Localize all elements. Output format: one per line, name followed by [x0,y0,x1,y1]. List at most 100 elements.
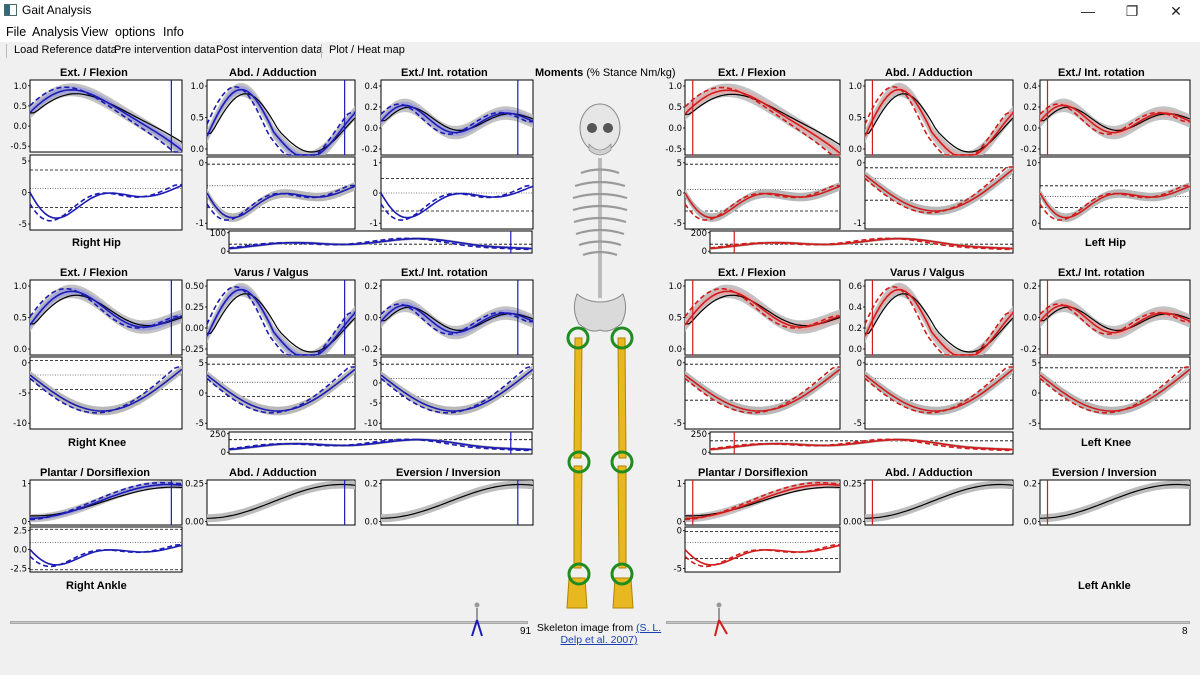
right-knee-joint-marker[interactable] [567,450,591,474]
load-reference-data-button[interactable]: Load Reference data [14,44,117,56]
l-knee-flex-tick-label: 0.0 [668,345,682,355]
r-ankle-ev-tick-label: 0.0 [364,517,378,527]
l-knee-var-mom-difference-area [865,365,1013,416]
l-hip-abd-mom-tick-label: -1 [854,219,862,229]
r-hip-flex-tick-label: 1.0 [13,82,27,92]
r-ankle-pl-mom-tick-label: -2.5 [10,564,27,574]
r-knee-flex-tick-label: 0.0 [13,345,27,355]
minimize-button[interactable]: — [1081,3,1095,19]
l-knee-rot-mom-tick-label: -5 [1029,419,1037,429]
close-button[interactable]: ✕ [1170,3,1182,19]
r-knee-flex-mom-post-line [29,368,183,412]
plot-heat-map-button[interactable]: Plot / Heat map [329,44,405,56]
r-hip-rot-mom-tick-label: 0 [373,189,378,199]
app-icon [4,4,17,16]
r-hip-flex-tick-label: -0.5 [10,142,27,152]
right-time-slider[interactable] [10,621,528,624]
l-knee-flex-mom-post-line [684,368,841,412]
r-knee-flex-mom-difference-area [30,365,182,416]
r-hip-strip-tick-label: 0 [221,247,226,257]
r-hip-flex-subject-band [30,86,182,152]
r-ankle-pl-pre-line [29,481,182,521]
legs-icon [566,337,634,609]
r-knee-strip-tick-label: 250 [210,430,226,440]
left-ankle-joint-marker[interactable] [610,562,634,586]
l-hip-rot-mom-tick-label: 10 [1026,159,1037,169]
l-ankle-abd-title: Abd. / Adduction [885,467,973,479]
l-hip-rot-pre-line [1039,103,1190,136]
l-hip-abd-pre-line [864,85,1013,156]
window-title: Gait Analysis [22,3,92,17]
l-hip-flex-reference-band [685,83,840,155]
credit-text: Skeleton image from [536,622,637,634]
l-knee-var-tick-label: 0.4 [848,303,862,313]
r-knee-rot-tick-label: 0.0 [364,314,378,324]
l-hip-flex-mom-tick-label: 0 [677,189,682,199]
left-hip-label: Left Hip [1085,237,1126,249]
l-knee-flex-mom-pre-line [684,366,840,414]
menu-view[interactable]: View [81,25,108,39]
l-hip-flex-mom-pre-line [684,184,840,221]
l-knee-flex-mom-tick-label: -5 [674,419,682,429]
menu-file[interactable]: File [6,25,27,39]
l-knee-strip-pre-line [709,438,1013,452]
menu-info[interactable]: Info [163,25,184,39]
l-ankle-ev-reference-line [1039,483,1191,519]
r-knee-flex-mom-tick-label: -10 [13,419,27,429]
l-knee-rot-mom-tick-label: 5 [1032,359,1037,369]
left-time-slider[interactable] [666,621,1190,624]
l-knee-rot-tick-label: 0.0 [1023,314,1037,324]
right-ankle-joint-marker[interactable] [567,562,591,586]
r-knee-flex-pre-line [29,287,182,329]
moments-title-units: (% Stance Nm/kg) [583,67,676,79]
r-ankle-pl-subject-band [30,482,182,521]
r-knee-rot-mom-tick-label: 0 [373,379,378,389]
r-knee-flex-title: Ext. / Flexion [60,267,128,279]
menu-analysis[interactable]: Analysis [32,25,79,39]
l-hip-flex-tick-label: 1.0 [668,82,682,92]
l-knee-flex-pre-line [684,287,840,329]
r-hip-abd-mom-pre-line [206,184,355,221]
r-ankle-pl-mom-tick-label: 0.0 [13,546,27,556]
left-knee-joint-marker[interactable] [610,450,634,474]
l-knee-flex-mom-difference-area [685,365,840,416]
r-ankle-ev-reference-line [380,483,534,519]
r-knee-var-mom-difference-area [207,365,355,416]
right-hip-joint-marker[interactable] [566,326,590,350]
l-ankle-abd-tick-label: 0.25 [843,480,862,490]
r-knee-var-tick-label: 0.50 [185,282,204,292]
r-ankle-pl-tick-label: 0 [22,517,27,527]
l-hip-strip-tick-label: 0 [702,247,707,257]
r-hip-rot-mom-pre-line [380,184,533,221]
r-knee-flex-mom-tick-label: 0 [22,359,27,369]
moments-title-bold: Moments [535,67,584,79]
r-ankle-pl-title: Plantar / Dorsiflexion [40,467,151,479]
l-hip-rot-mom-pre-line [1039,184,1190,221]
maximize-button[interactable]: ❐ [1125,3,1139,19]
r-hip-flex-tick-label: 0.5 [13,102,27,112]
post-intervention-data-button[interactable]: Post intervention data [216,44,323,56]
left-hip-joint-marker[interactable] [610,326,634,350]
l-knee-flex-plot-area [684,279,841,356]
r-hip-flex-post-line [29,88,183,152]
pre-intervention-data-button[interactable]: Pre intervention data [114,44,216,56]
r-hip-flex-title: Ext. / Flexion [60,67,128,79]
r-knee-strip-tick-label: 0 [221,448,226,458]
menu-options[interactable]: options [115,25,156,39]
l-knee-var-tick-label: 0.2 [848,324,862,334]
r-ankle-pl-mom-pre-line [29,544,182,568]
l-knee-flex-title: Ext. / Flexion [718,267,786,279]
r-knee-rot-pre-line [380,303,533,336]
l-hip-rot-tick-label: 0.4 [1023,82,1037,92]
l-knee-strip-tick-label: 0 [702,448,707,458]
l-hip-abd-tick-label: 0.5 [848,114,862,124]
r-ankle-ev-tick-label: 0.2 [364,480,378,490]
l-hip-abd-post-line [864,88,1014,156]
credit-link[interactable]: (S. L. Delp et al. 2007) [560,622,662,646]
r-hip-abd-title: Abd. / Adduction [229,67,317,79]
l-hip-rot-tick-label: 0.0 [1023,124,1037,134]
l-hip-flex-mom-tick-label: 5 [677,159,682,169]
r-ankle-pl-mom-tick-label: 2.5 [13,527,27,537]
r-hip-flex-mom-tick-label: -5 [19,220,27,230]
